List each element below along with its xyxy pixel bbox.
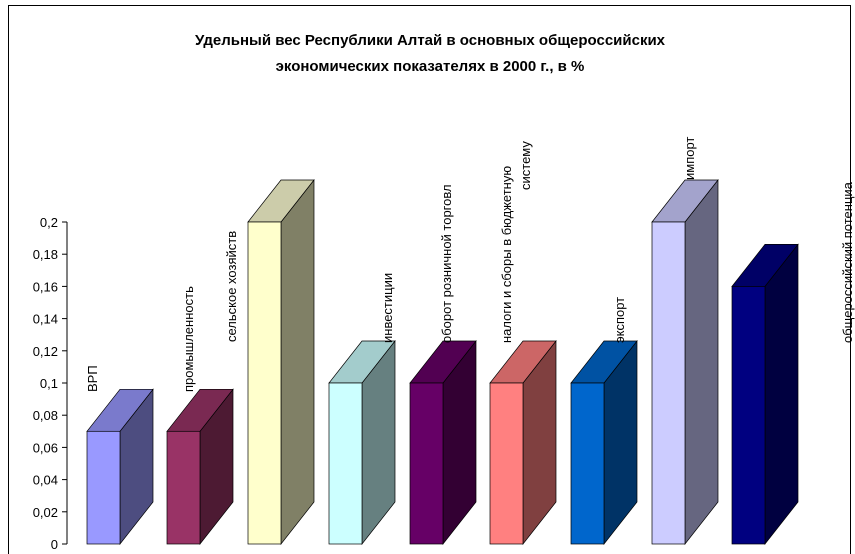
bar	[489, 382, 524, 545]
y-tick-label: 0,1	[40, 376, 58, 391]
y-tick-label: 0,2	[40, 215, 58, 230]
category-label: налоги и сборы в бюджетную	[499, 166, 514, 343]
chart-title: экономических показателях в 2000 г., в %	[276, 58, 585, 75]
bar	[166, 430, 201, 545]
y-tick-label: 0,16	[33, 279, 58, 294]
chart-title: Удельный вес Республики Алтай в основных…	[195, 32, 666, 49]
bar-side	[684, 178, 719, 546]
bar	[328, 382, 363, 545]
bar	[651, 221, 686, 545]
category-label: систему	[518, 141, 533, 190]
category-label: сельское хозяйств	[224, 231, 239, 342]
bar-side	[280, 178, 315, 546]
category-label: промышленность	[181, 286, 196, 392]
category-label: импорт	[682, 137, 697, 180]
bar	[247, 221, 282, 545]
y-tick-label: 0,04	[33, 473, 58, 488]
y-tick-label: 0,06	[33, 440, 58, 455]
category-label: общероссийский потенциа	[840, 181, 855, 343]
category-label: экспорт	[612, 297, 627, 343]
category-label: оборот розничной торговл	[439, 184, 454, 343]
y-tick-label: 0,12	[33, 344, 58, 359]
y-tick-label: 0,18	[33, 247, 58, 262]
bar	[731, 286, 766, 545]
bar	[409, 382, 444, 545]
y-tick-label: 0,14	[33, 312, 58, 327]
y-tick-label: 0,02	[33, 505, 58, 520]
category-label: инвестиции	[380, 273, 395, 343]
y-tick-label: 0,08	[33, 408, 58, 423]
bar	[570, 382, 605, 545]
y-tick-label: 0	[51, 537, 58, 552]
bar-side	[764, 243, 799, 546]
bar	[86, 430, 121, 545]
category-label: ВРП	[85, 365, 100, 392]
